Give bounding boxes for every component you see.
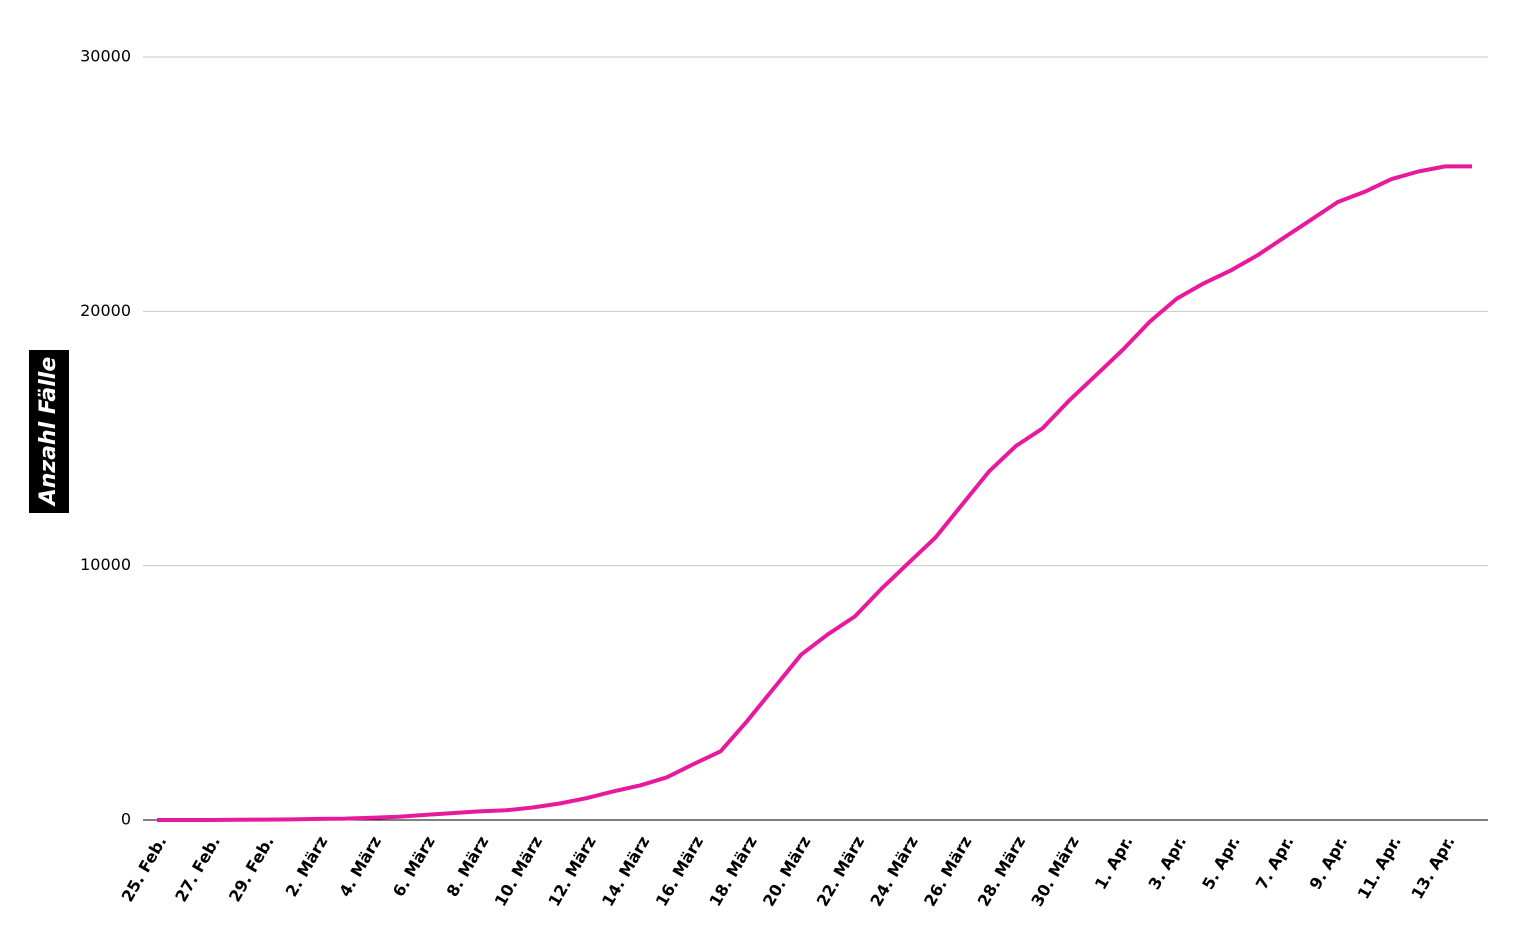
- x-tick-label: 12. März: [544, 833, 599, 910]
- x-tick-label: 3. Apr.: [1145, 833, 1191, 893]
- x-tick-label: 11. Apr.: [1354, 833, 1405, 903]
- x-tick-label: 24. März: [866, 833, 921, 910]
- y-axis-title: Anzahl Fälle: [36, 357, 61, 508]
- x-tick-label: 6. März: [389, 833, 439, 900]
- x-tick-label: 5. Apr.: [1198, 833, 1244, 893]
- x-tick-label: 29. Feb.: [225, 833, 278, 905]
- x-tick-label: 18. März: [705, 833, 760, 910]
- x-tick-label: 28. März: [974, 833, 1029, 910]
- x-tick-label: 14. März: [598, 833, 653, 910]
- y-tick-label: 30000: [80, 47, 131, 66]
- x-tick-label: 10. März: [491, 833, 546, 910]
- x-tick-label: 13. Apr.: [1407, 833, 1458, 903]
- x-tick-label: 30. März: [1027, 833, 1082, 910]
- x-tick-label: 25. Feb.: [118, 833, 171, 905]
- x-tick-label: 1. Apr.: [1091, 833, 1137, 893]
- x-tick-label: 9. Apr.: [1306, 833, 1352, 893]
- y-title-box: [29, 350, 69, 513]
- x-tick-label: 2. März: [282, 833, 332, 900]
- y-tick-label: 10000: [80, 555, 131, 574]
- x-tick-label: 4. März: [335, 833, 385, 900]
- x-tick-label: 27. Feb.: [171, 833, 224, 905]
- x-tick-label: 20. März: [759, 833, 814, 910]
- y-tick-label: 0: [121, 810, 131, 829]
- y-tick-label: 20000: [80, 301, 131, 320]
- x-tick-label: 7. Apr.: [1252, 833, 1298, 893]
- x-tick-label: 26. März: [920, 833, 975, 910]
- x-tick-label: 16. März: [652, 833, 707, 910]
- x-tick-label: 8. März: [443, 833, 493, 900]
- line: [157, 164, 1472, 822]
- x-tick-label: 22. März: [813, 833, 868, 910]
